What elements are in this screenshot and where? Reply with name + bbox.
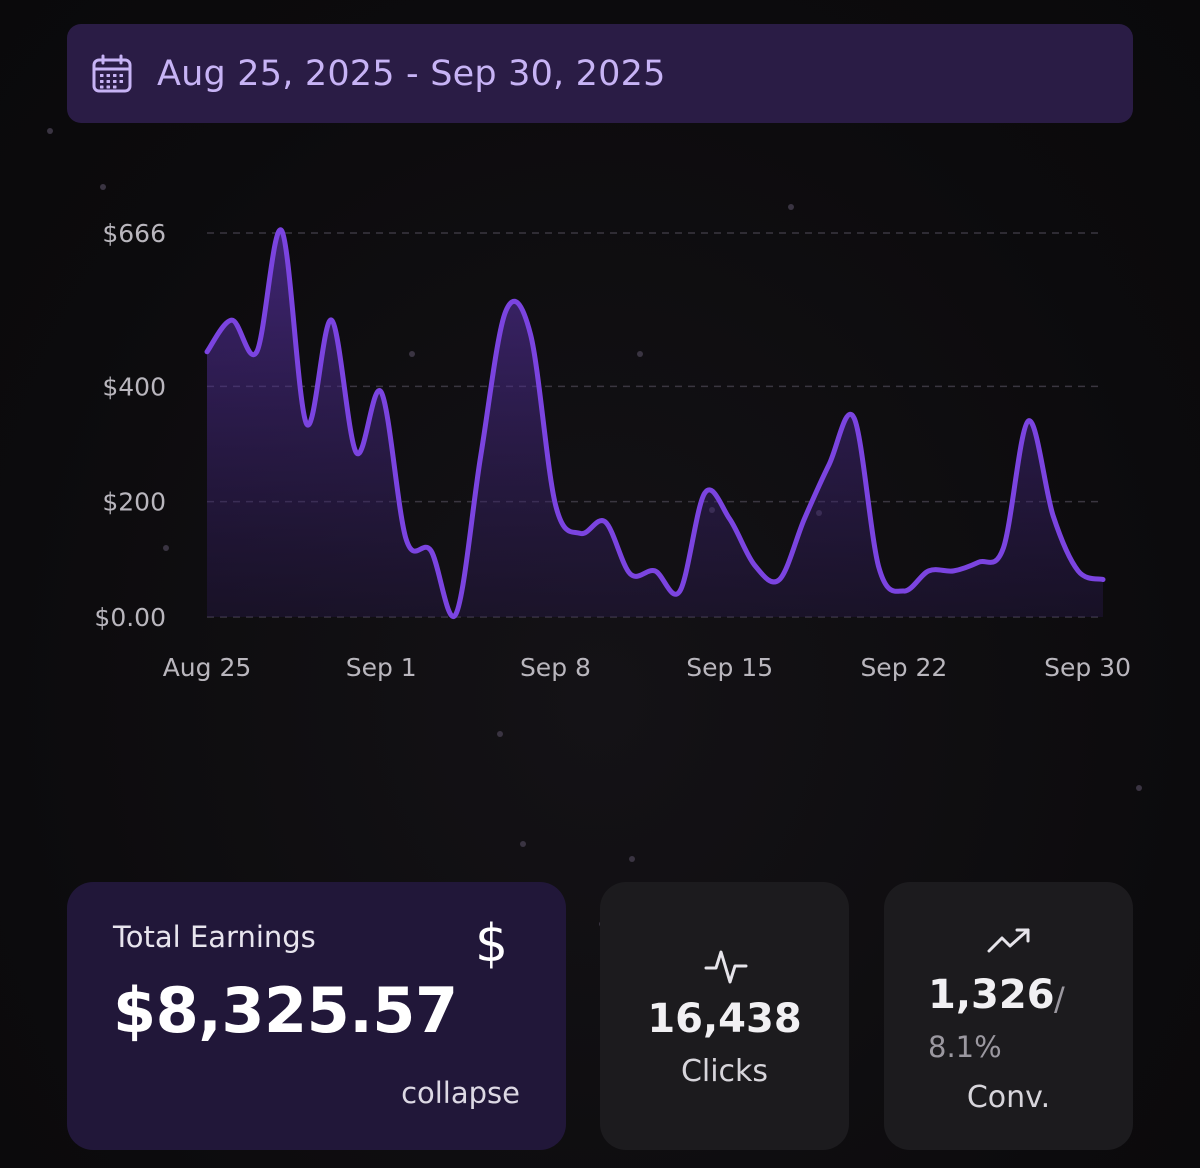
- x-tick-label: Sep 1: [346, 653, 417, 682]
- x-tick-label: Aug 25: [163, 653, 252, 682]
- conversions-value: 1,326: [928, 972, 1055, 1018]
- x-tick-label: Sep 22: [860, 653, 947, 682]
- x-tick-label: Sep 8: [520, 653, 591, 682]
- total-earnings-card[interactable]: Total Earnings $ $8,325.57 collapse: [67, 882, 566, 1150]
- background-dot: [629, 856, 635, 862]
- clicks-label: Clicks: [680, 1054, 769, 1089]
- background-dot: [520, 841, 526, 847]
- earnings-area: [207, 229, 1103, 618]
- conversion-rate: 8.1%: [928, 1030, 1002, 1064]
- background-dot: [409, 351, 415, 357]
- y-tick-label: $0.00: [94, 603, 166, 632]
- background-dot: [1136, 785, 1142, 791]
- clicks-card[interactable]: 16,438 Clicks: [600, 882, 849, 1150]
- dollar-icon: $: [475, 914, 509, 974]
- conversions-label: Conv.: [966, 1080, 1051, 1115]
- clicks-value: 16,438: [647, 996, 802, 1042]
- background-dot: [47, 128, 53, 134]
- conversions-separator: /: [1054, 980, 1065, 1018]
- collapse-button[interactable]: collapse: [401, 1076, 520, 1110]
- earnings-line: [204, 227, 1106, 619]
- background-dot: [788, 204, 794, 210]
- date-range-picker[interactable]: Aug 25, 2025 - Sep 30, 2025: [67, 24, 1133, 123]
- background-dot: [100, 184, 106, 190]
- x-tick-label: Sep 30: [1044, 653, 1131, 682]
- conversions-card[interactable]: 1,326 / 8.1% Conv.: [884, 882, 1133, 1150]
- y-tick-label: $200: [102, 488, 166, 517]
- earnings-chart: $666 $400 $200 $0.00 Aug 25 Sep 1 Sep 8 Sep 15…: [94, 219, 1131, 682]
- date-range-label: Aug 25, 2025 - Sep 30, 2025: [157, 53, 666, 94]
- background-dot: [637, 351, 643, 357]
- background-dot: [497, 731, 503, 737]
- pulse-icon: [704, 950, 748, 984]
- x-tick-label: Sep 15: [686, 653, 773, 682]
- total-earnings-value: $8,325.57: [113, 974, 458, 1047]
- y-tick-label: $666: [102, 219, 166, 248]
- total-earnings-title: Total Earnings: [113, 920, 316, 954]
- background-dot: [163, 545, 169, 551]
- y-tick-label: $400: [102, 372, 166, 401]
- trending-up-icon: [987, 928, 1030, 953]
- calendar-icon: [92, 54, 132, 92]
